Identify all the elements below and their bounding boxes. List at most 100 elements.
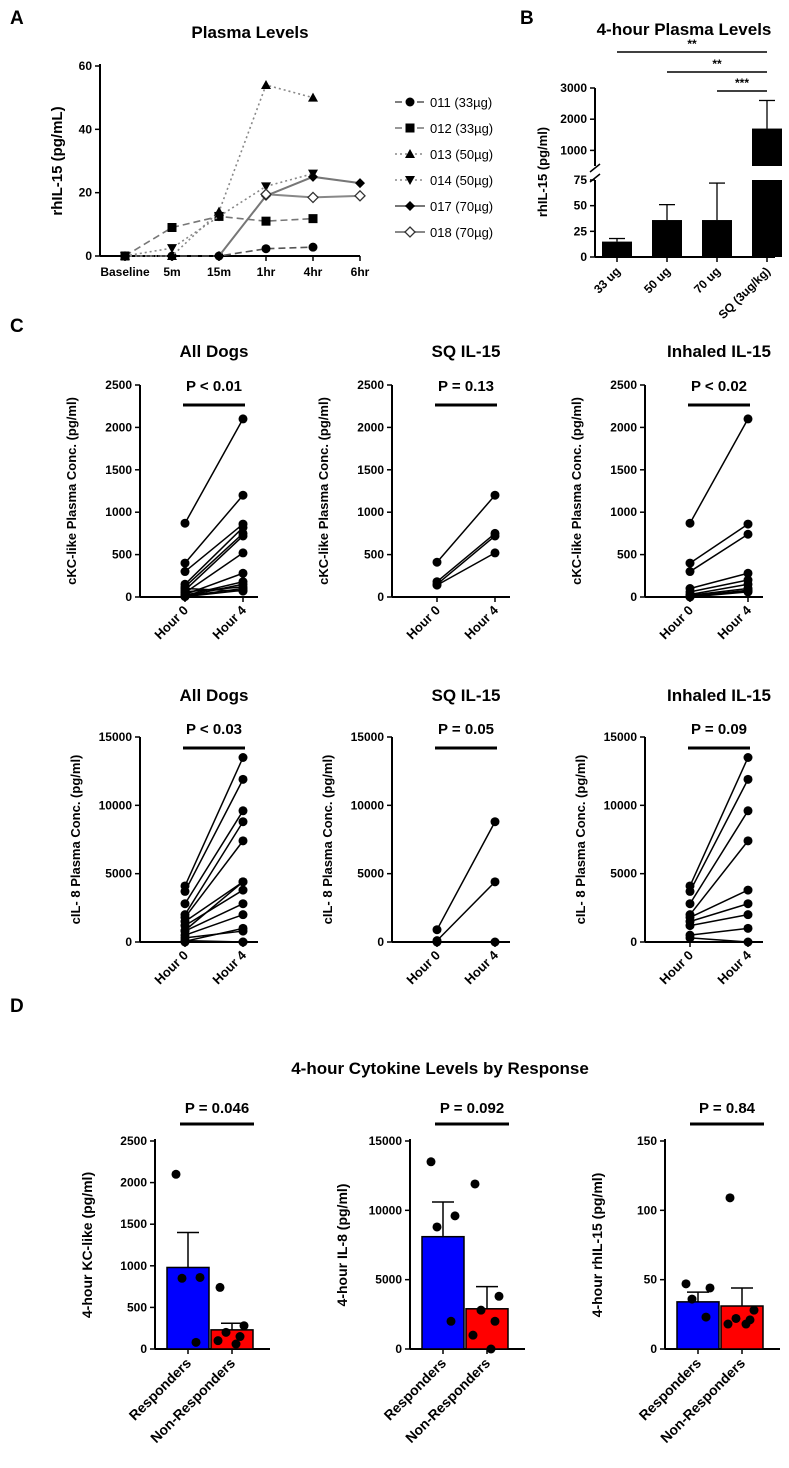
chart-d1-ylabel: 4-hour KC-like (pg/ml) xyxy=(79,1172,95,1318)
chart-c4-x-tick-label: Hour 4 xyxy=(209,947,249,987)
chart-a-x-tick-label: 6hr xyxy=(351,265,370,279)
chart-a-point xyxy=(120,252,130,261)
chart-c3-point-hour4 xyxy=(743,529,753,539)
chart-b-y-tick-label: 50 xyxy=(574,199,588,213)
chart-a-series-line xyxy=(124,215,314,257)
chart-c4-ylabel: cIL- 8 Plasma Conc. (pg/ml) xyxy=(68,755,83,925)
chart-c6-pair xyxy=(685,933,753,947)
chart-a-point xyxy=(261,216,271,226)
chart-c4-pair-line xyxy=(184,881,244,931)
chart-a-legend-label: 013 (50µg) xyxy=(430,147,493,162)
chart-d1-point xyxy=(215,1282,225,1292)
chart-c2-pair-line xyxy=(436,535,496,585)
chart-d3-point xyxy=(681,1279,691,1289)
chart-c3-pair xyxy=(685,519,753,568)
chart-d1-x-tick-label: Non-Responders xyxy=(147,1355,238,1446)
chart-c1-point-hour4 xyxy=(238,531,248,541)
chart-b-y-tick-label: 25 xyxy=(574,224,588,238)
chart-c6-point-hour4 xyxy=(743,753,753,762)
chart-c2-y-tick-label: 0 xyxy=(377,590,384,604)
chart-c4-pair-line xyxy=(184,821,244,916)
chart-c6-pair xyxy=(685,806,753,909)
chart-c1-y-tick-label: 2000 xyxy=(105,420,132,434)
chart-c5-y-tick-label: 5000 xyxy=(357,867,384,881)
chart-c6-point-hour4 xyxy=(743,910,753,920)
chart-d1-point xyxy=(191,1337,201,1347)
panel-letter-b: B xyxy=(520,8,534,29)
chart-c6-pair xyxy=(685,836,753,920)
chart-c1-point-hour0 xyxy=(180,558,190,568)
chart-c4: All Dogs P < 0.03 cIL- 8 Plasma Conc. (pg/… xyxy=(68,686,258,987)
chart-a-series xyxy=(120,169,318,261)
chart-c4-y-tick-label: 15000 xyxy=(99,730,133,744)
chart-c1-y-tick-label: 1000 xyxy=(105,505,132,519)
chart-c4-y-tick-label: 0 xyxy=(125,935,132,949)
chart-b-significance-label: *** xyxy=(735,76,749,90)
chart-c4-pvalue: P < 0.03 xyxy=(186,721,242,738)
chart-c6-y-tick-label: 10000 xyxy=(604,798,638,812)
chart-c5-x-tick-label: Hour 4 xyxy=(461,947,501,987)
chart-a-title: Plasma Levels xyxy=(191,23,308,42)
chart-c3-point-hour4 xyxy=(743,568,753,578)
chart-c6-point-hour0 xyxy=(685,933,695,943)
chart-d2-x-tick-label: Non-Responders xyxy=(402,1355,493,1446)
chart-c4-point-hour4 xyxy=(238,885,248,895)
chart-a-legend-label: 011 (33µg) xyxy=(430,95,492,110)
chart-c6-pair-line xyxy=(689,937,749,943)
chart-c1-pair xyxy=(180,528,248,592)
chart-c1-y-tick-label: 2500 xyxy=(105,378,132,392)
chart-d3-point xyxy=(705,1283,715,1293)
chart-b-significance-label: ** xyxy=(712,57,722,71)
chart-a-x-tick-label: 1hr xyxy=(257,265,276,279)
chart-c5-y-tick-label: 15000 xyxy=(351,730,385,744)
chart-c1-y-tick-label: 500 xyxy=(112,548,132,562)
chart-c6-x-tick-label: Hour 4 xyxy=(714,947,754,987)
chart-d1-point xyxy=(213,1336,223,1346)
chart-c1-pair xyxy=(180,490,248,568)
chart-a-y-tick-label: 40 xyxy=(79,122,93,136)
chart-c4-pair-line xyxy=(184,927,244,943)
chart-a-point xyxy=(167,244,177,254)
chart-d2-pvalue: P = 0.092 xyxy=(440,1100,504,1117)
chart-c4-pair xyxy=(180,877,248,926)
chart-c6-pair-line xyxy=(689,927,749,936)
chart-c4-y-tick-label: 5000 xyxy=(105,867,132,881)
chart-c6-point-hour4 xyxy=(743,923,753,933)
chart-c3-pair-line xyxy=(689,587,749,597)
chart-c3-ylabel: cKC-like Plasma Conc. (pg/ml) xyxy=(569,397,584,585)
chart-c2-y-tick-label: 1500 xyxy=(357,463,384,477)
chart-c3-y-tick-label: 1500 xyxy=(610,463,637,477)
chart-d1-point xyxy=(195,1272,205,1282)
chart-c6: Inhaled IL-15 P = 0.09 cIL- 8 Plasma Conc.… xyxy=(573,686,771,987)
chart-c6-pair-line xyxy=(689,779,749,892)
chart-b-ylabel: rhIL-15 (pg/ml) xyxy=(535,127,550,217)
chart-c6-pair-line xyxy=(689,840,749,916)
chart-c2-title: SQ IL-15 xyxy=(432,342,501,361)
chart-d1-point xyxy=(235,1332,245,1342)
chart-a-series-line xyxy=(124,172,314,257)
chart-a-legend-marker xyxy=(404,226,416,238)
chart-c2-pvalue: P = 0.13 xyxy=(438,378,494,395)
chart-c6-pair-line xyxy=(689,903,749,923)
chart-c2-y-tick-label: 500 xyxy=(364,548,384,562)
chart-a-point xyxy=(261,182,271,192)
chart-c1-pvalue: P < 0.01 xyxy=(186,378,242,395)
chart-c3-pair xyxy=(685,587,753,602)
chart-d1-point xyxy=(221,1327,231,1337)
chart-d3-point xyxy=(723,1319,733,1329)
chart-d2-point xyxy=(468,1330,478,1340)
chart-c1-pair-line xyxy=(184,535,244,591)
chart-d2-point xyxy=(432,1222,442,1232)
chart-a-point xyxy=(214,212,224,222)
chart-c1-pair-line xyxy=(184,418,244,524)
chart-c6-x-tick-label: Hour 0 xyxy=(656,948,696,988)
chart-d2-y-tick-label: 0 xyxy=(395,1342,402,1356)
chart-c4-pair-line xyxy=(184,810,244,905)
chart-b-significance-label: ** xyxy=(687,37,697,51)
chart-c5-pair xyxy=(432,817,500,935)
chart-c2-point-hour4 xyxy=(490,531,500,541)
chart-d2-y-tick-label: 5000 xyxy=(375,1273,402,1287)
chart-c6-pair xyxy=(685,910,753,931)
chart-a-series-line xyxy=(125,84,314,257)
chart-c4-point-hour0 xyxy=(180,886,190,896)
